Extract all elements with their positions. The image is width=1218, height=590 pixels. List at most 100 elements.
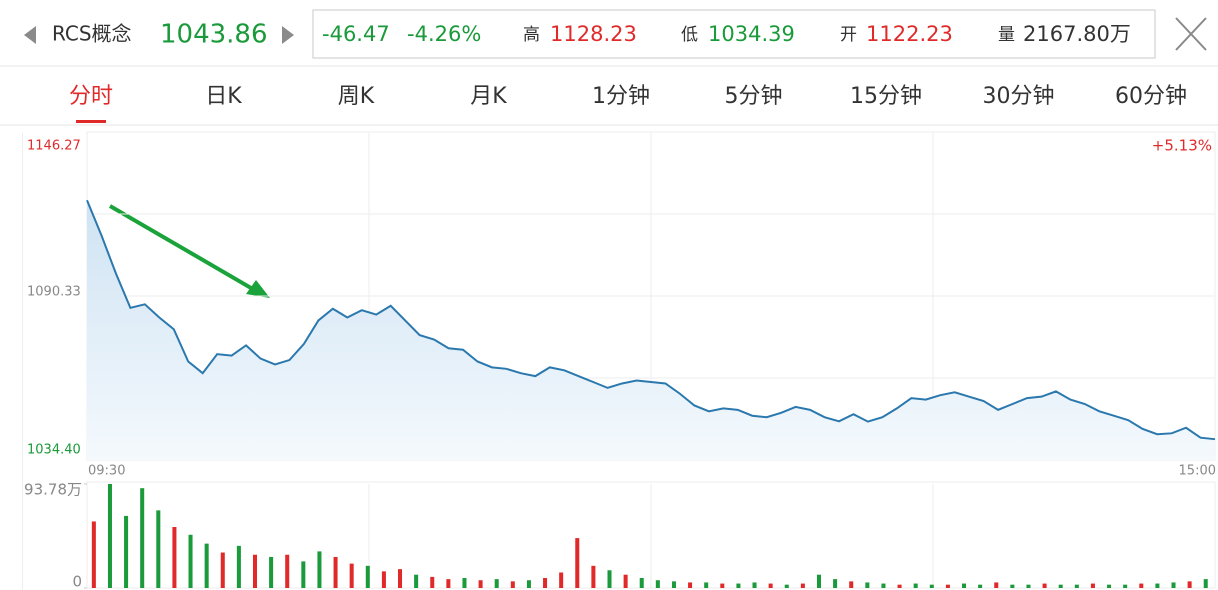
volume-bar <box>784 584 789 588</box>
volume-bar <box>398 569 403 588</box>
price-line <box>86 199 1216 441</box>
volume-bar <box>430 576 435 588</box>
y-tick-label: 0 <box>72 573 82 590</box>
prev-button[interactable] <box>24 26 36 44</box>
volume-bar <box>381 571 386 588</box>
volume-bar <box>204 543 209 588</box>
volume-bar <box>1187 581 1192 588</box>
x-tick-label: 15:00 <box>1179 464 1216 479</box>
change: -46.47 <box>322 22 390 46</box>
volume-bar <box>252 554 258 588</box>
tab[interactable]: 30分钟 <box>983 84 1055 109</box>
tab[interactable]: 1分钟 <box>592 84 650 109</box>
volume-bar <box>156 510 161 588</box>
volume-bar <box>752 582 757 588</box>
volume-bar <box>1155 583 1160 588</box>
low: 1034.39 <box>708 22 795 46</box>
volume-bar <box>510 581 515 588</box>
volume-bar <box>833 579 838 588</box>
open: 1122.23 <box>866 22 953 46</box>
tab[interactable]: 周K <box>338 84 375 109</box>
volume-bar <box>736 583 741 588</box>
volume-bar <box>881 583 886 588</box>
volume-bar <box>1171 582 1176 588</box>
volume-bar <box>1203 579 1208 588</box>
volume-bar <box>623 574 628 588</box>
high: 1128.23 <box>550 22 637 46</box>
volume-bar <box>107 484 112 588</box>
frame <box>22 133 23 590</box>
volume-bar <box>978 584 983 588</box>
volume-bar <box>559 572 564 588</box>
open-label: 开 <box>840 25 857 45</box>
low-label: 低 <box>681 25 698 45</box>
volume-bar <box>526 580 531 588</box>
volume-bar <box>704 582 709 588</box>
volume-bar <box>1107 584 1112 588</box>
y-tick-label: 1146.27 <box>27 139 81 154</box>
volume-bar <box>994 582 999 588</box>
volume-bar <box>865 582 870 588</box>
volume-bar <box>768 583 773 588</box>
next-button[interactable] <box>282 26 294 44</box>
area <box>87 200 1215 460</box>
volume-bar <box>800 583 805 588</box>
volume-bar <box>607 570 612 588</box>
volume-bar <box>913 583 918 588</box>
volume-bar <box>236 545 241 588</box>
volume-bar <box>591 565 596 588</box>
volume-bar <box>1010 584 1015 588</box>
tab[interactable]: 日K <box>205 84 242 109</box>
stock-name: RCS概念 <box>52 22 132 46</box>
quote-box <box>312 9 1156 59</box>
volume-bar <box>446 579 451 588</box>
volume-bar <box>124 515 129 588</box>
volume-bar <box>91 521 96 588</box>
y-tick-label: 93.78万 <box>24 481 82 499</box>
volume-bar <box>1090 583 1095 588</box>
tab[interactable]: 5分钟 <box>725 84 783 109</box>
high-label: 高 <box>523 25 540 45</box>
volume-bar <box>172 527 177 588</box>
volume-bar <box>414 574 419 588</box>
tab-indicator <box>76 120 106 123</box>
volume-bar <box>671 581 676 588</box>
volume-bar <box>1139 583 1144 588</box>
volume-bar <box>639 578 644 588</box>
volume-bar <box>929 584 934 588</box>
arrow-annotation <box>108 204 270 298</box>
volume-bar <box>720 583 725 588</box>
tab[interactable]: 15分钟 <box>850 84 922 109</box>
volume: 2167.80万 <box>1023 22 1131 46</box>
volume-bar <box>688 582 693 588</box>
volume-bar <box>494 579 499 588</box>
volume-bar <box>543 578 548 588</box>
volume-bar <box>349 563 354 588</box>
volume-bar <box>317 551 322 588</box>
close-button[interactable] <box>1175 17 1207 51</box>
volume-bar <box>333 556 338 588</box>
volume-label: 量 <box>998 25 1015 45</box>
volume-bar <box>188 534 193 588</box>
volume-bar <box>897 584 902 588</box>
volume-bar <box>1026 584 1031 588</box>
tab[interactable]: 60分钟 <box>1115 84 1187 109</box>
volume-bar <box>462 578 467 588</box>
volume-bar <box>220 552 225 588</box>
volume-bar <box>962 583 967 588</box>
volume-bar <box>1123 584 1128 588</box>
volume-bar <box>816 574 822 588</box>
volume-bar <box>140 488 145 588</box>
tab[interactable]: 月K <box>470 84 507 109</box>
stock-price: 1043.86 <box>160 20 268 50</box>
volume-bar <box>849 581 854 588</box>
volume-bar <box>478 580 483 588</box>
volume-bar <box>285 554 290 588</box>
y-tick-label: 1090.33 <box>27 285 81 300</box>
tab[interactable]: 分时 <box>69 84 113 109</box>
volume-bar <box>301 561 306 588</box>
volume-bar <box>1074 584 1079 588</box>
volume-bar <box>575 538 580 588</box>
volume-bar <box>365 565 370 588</box>
